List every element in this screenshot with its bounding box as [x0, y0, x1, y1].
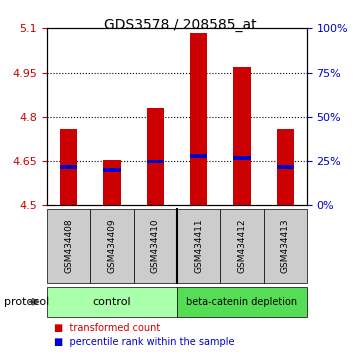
Text: GSM434410: GSM434410	[151, 219, 160, 273]
Text: GSM434411: GSM434411	[194, 219, 203, 273]
Text: protocol: protocol	[4, 297, 49, 307]
Text: GSM434409: GSM434409	[108, 219, 116, 273]
Text: GSM434413: GSM434413	[281, 219, 290, 273]
Text: GSM434412: GSM434412	[238, 219, 246, 273]
Bar	[60, 165, 77, 169]
Bar	[103, 168, 121, 172]
Bar	[60, 129, 77, 205]
Text: ■  transformed count: ■ transformed count	[54, 323, 160, 333]
Bar	[233, 67, 251, 205]
Bar	[277, 129, 294, 205]
Bar	[233, 156, 251, 160]
Text: ■  percentile rank within the sample: ■ percentile rank within the sample	[54, 337, 235, 347]
Bar	[147, 108, 164, 205]
Text: beta-catenin depletion: beta-catenin depletion	[186, 297, 297, 307]
Bar	[277, 165, 294, 169]
Bar	[147, 160, 164, 164]
Bar	[103, 160, 121, 205]
Bar	[190, 154, 207, 158]
Text: GDS3578 / 208585_at: GDS3578 / 208585_at	[104, 18, 257, 32]
Text: control: control	[93, 297, 131, 307]
Text: GSM434408: GSM434408	[64, 219, 73, 273]
Bar	[190, 33, 207, 205]
